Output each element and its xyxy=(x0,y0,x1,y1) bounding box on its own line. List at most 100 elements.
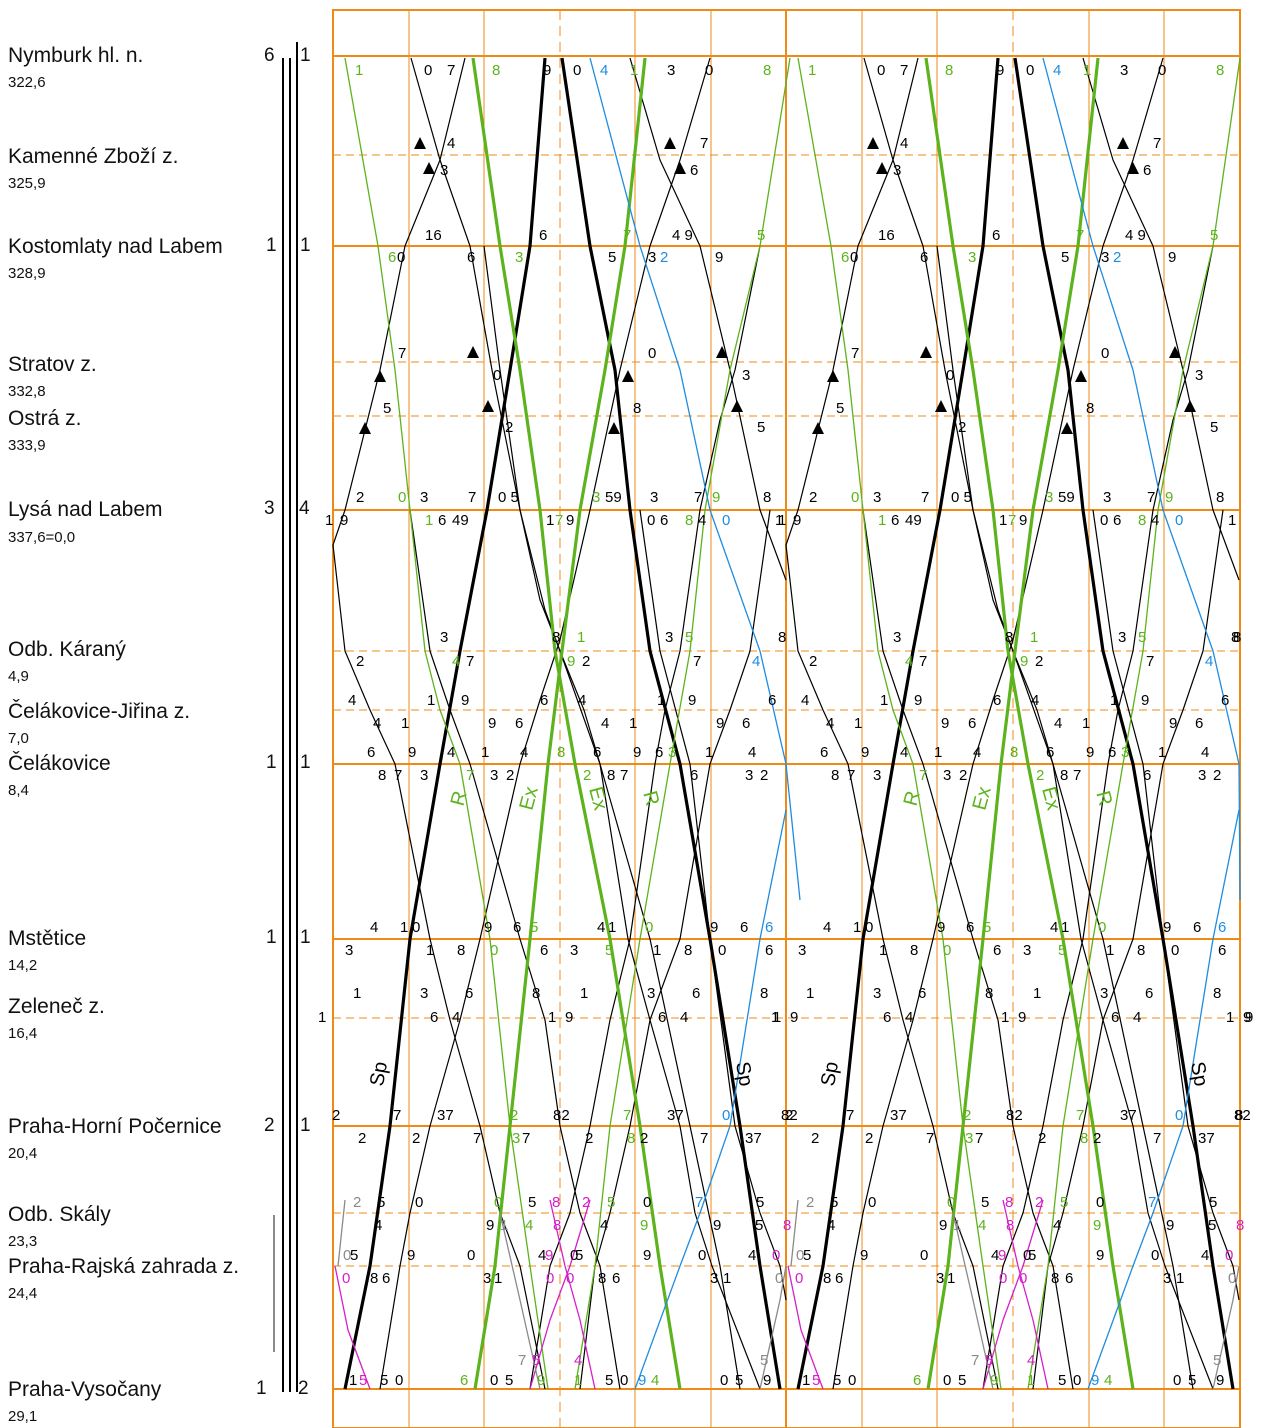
train-number: 6 xyxy=(692,985,700,1002)
stop-marker xyxy=(920,346,932,358)
train-type-label: Ex xyxy=(516,784,543,812)
train-path xyxy=(1082,57,1240,581)
train-number: 0 xyxy=(573,62,581,79)
train-number: 0 xyxy=(1019,1270,1027,1287)
station-name: Stratov z. xyxy=(8,353,97,376)
train-number: 0 xyxy=(490,942,498,959)
train-number: 6 xyxy=(612,1270,620,1287)
train-number: 9 xyxy=(566,512,574,529)
track-count-right: 1 xyxy=(300,927,311,948)
train-number: 16 xyxy=(878,227,895,244)
train-number: 5 xyxy=(836,400,844,417)
train-number: 6 xyxy=(993,692,1001,709)
train-number: 1 xyxy=(608,919,616,936)
train-number: 8 xyxy=(778,629,786,646)
train-number: 0 xyxy=(775,1270,783,1287)
train-path xyxy=(634,809,787,1390)
train-number: 9 xyxy=(996,62,1004,79)
train-number: 5 xyxy=(530,919,538,936)
train-number: 0 xyxy=(343,1247,351,1264)
train-number: 8 xyxy=(1060,767,1068,784)
train-number: 3 xyxy=(1198,767,1206,784)
train-number: 59 xyxy=(1058,489,1075,506)
train-number: 4 xyxy=(348,692,356,709)
train-number: 1 xyxy=(325,512,333,529)
train-number: 1 xyxy=(853,919,861,936)
train-number: 2 xyxy=(1113,249,1121,266)
train-number: 7 xyxy=(1148,1194,1156,1211)
train-number: 7 xyxy=(846,1107,854,1124)
train-number: 8 xyxy=(1233,629,1241,646)
train-number: 0 xyxy=(490,1372,498,1389)
train-number: 4 xyxy=(538,1247,546,1264)
train-number: 6 xyxy=(438,512,446,529)
train-number: 3 xyxy=(873,489,881,506)
train-number: 3 xyxy=(420,985,428,1002)
train-number: 6 xyxy=(655,744,663,761)
train-number: 3 xyxy=(1163,1270,1171,1287)
train-number: 6 xyxy=(367,744,375,761)
train-number: 2 xyxy=(760,767,768,784)
stop-marker xyxy=(467,346,479,358)
train-number: 4 xyxy=(748,744,756,761)
train-number: 6 xyxy=(658,1009,666,1026)
train-number: 8 xyxy=(1010,744,1018,761)
time-grid xyxy=(332,9,1241,1428)
train-number: 4 xyxy=(601,715,609,732)
stop-marker xyxy=(1075,370,1087,382)
train-number: 5 xyxy=(605,942,613,959)
train-path xyxy=(471,57,682,1390)
train-number: 0 xyxy=(1026,62,1034,79)
train-number: 3 xyxy=(515,249,523,266)
train-path xyxy=(629,57,787,581)
train-number: 9 xyxy=(1168,249,1176,266)
train-type-label: Ex xyxy=(969,784,996,812)
train-number: 5 xyxy=(757,419,765,436)
train-number: 1 xyxy=(999,512,1007,529)
train-number: 3 xyxy=(512,1130,520,1147)
train-number: 9 xyxy=(643,1247,651,1264)
station-name: Praha-Vysočany xyxy=(8,1378,162,1401)
train-number: 9 xyxy=(790,1009,798,1026)
train-number: 0 xyxy=(1225,1247,1233,1264)
train-path xyxy=(1042,57,1241,901)
stop-marker xyxy=(1169,346,1181,358)
train-number: 1 xyxy=(349,1372,357,1389)
train-number: 2 xyxy=(1035,653,1043,670)
train-number: 8 xyxy=(1235,1107,1243,1124)
track-count-left: 1 xyxy=(256,1378,267,1399)
train-number: 5 xyxy=(1208,1217,1216,1234)
train-number: 8 xyxy=(1231,629,1239,646)
train-number: 5 xyxy=(532,1352,540,1369)
train-number: 8 xyxy=(1051,1270,1059,1287)
train-number: 0 xyxy=(698,1247,706,1264)
train-path xyxy=(337,1199,346,1267)
train-number: 7 xyxy=(1076,1107,1084,1124)
train-type-label: R xyxy=(447,789,472,809)
train-number: 6 xyxy=(1113,512,1121,529)
train-number: 5 xyxy=(812,1372,820,1389)
train-number: 1 xyxy=(1226,1009,1234,1026)
train-number: 3 xyxy=(420,489,428,506)
train-number: 37 xyxy=(1120,1107,1137,1124)
train-path xyxy=(832,57,1164,1390)
station-name: Ostrá z. xyxy=(8,407,82,430)
train-number: 7 xyxy=(1147,489,1155,506)
train-number: 3 xyxy=(440,629,448,646)
train-number: 8 xyxy=(1086,400,1094,417)
train-number: 8 xyxy=(910,942,918,959)
train-number: 9 xyxy=(998,1247,1006,1264)
station-name: Nymburk hl. n. xyxy=(8,44,144,67)
train-number: 1 xyxy=(653,942,661,959)
train-number: 6 xyxy=(540,942,548,959)
train-number: 3 xyxy=(483,1270,491,1287)
train-number: 6 xyxy=(992,227,1000,244)
train-number: 0 xyxy=(722,512,730,529)
train-number: 7 xyxy=(398,345,406,362)
train-number: 82 xyxy=(1006,1107,1023,1124)
train-number: 0 xyxy=(467,1247,475,1264)
train-number: 6 xyxy=(740,919,748,936)
train-number: 5 xyxy=(757,227,765,244)
train-number: 4 xyxy=(900,744,908,761)
train-number: 1 xyxy=(1033,985,1041,1002)
